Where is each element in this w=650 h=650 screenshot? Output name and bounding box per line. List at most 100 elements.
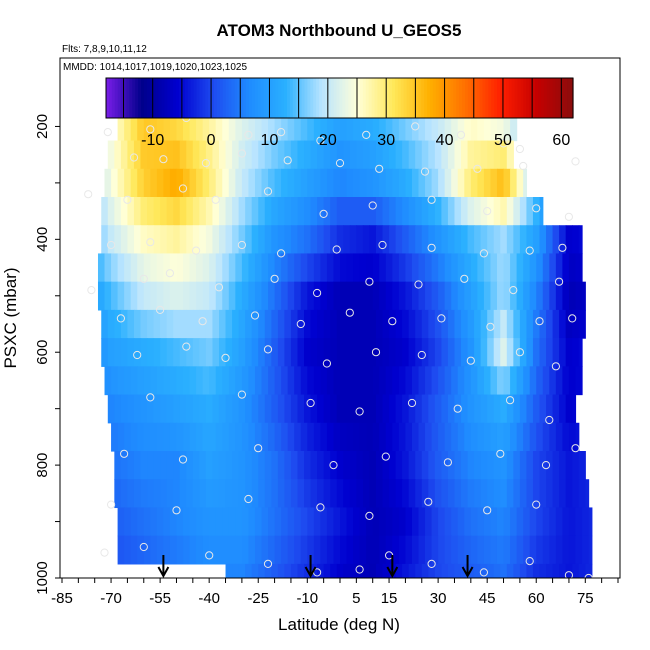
colorbar-segment <box>333 78 338 118</box>
heatmap-cell <box>264 479 272 509</box>
heatmap-cell <box>205 394 214 424</box>
heatmap-cell <box>434 338 442 367</box>
heatmap-cell <box>225 225 233 255</box>
colorbar-segment <box>511 78 516 118</box>
colorbar-segment <box>561 78 565 118</box>
heatmap-cell <box>434 140 442 170</box>
colorbar-segment <box>304 78 308 118</box>
observation-point <box>483 506 492 515</box>
heatmap <box>97 112 593 578</box>
heatmap-cell <box>179 479 187 509</box>
heatmap-cell <box>205 479 214 509</box>
colorbar-segment <box>155 78 160 118</box>
heatmap-cell <box>215 366 223 396</box>
heatmap-cell <box>143 422 151 452</box>
section-arrow <box>386 555 399 579</box>
heatmap-cell <box>277 394 285 424</box>
y-tick-label: 800 <box>34 453 51 478</box>
heatmap-cell <box>192 394 200 424</box>
heatmap-cell <box>340 281 348 311</box>
observation-point <box>479 249 488 258</box>
heatmap-cell <box>359 281 367 311</box>
heatmap-cell <box>156 535 164 565</box>
heatmap-cell <box>225 563 233 578</box>
heatmap-cell <box>562 422 570 452</box>
heatmap-cell <box>451 507 459 537</box>
heatmap-cell <box>585 479 590 509</box>
heatmap-cell <box>189 253 197 283</box>
heatmap-cell <box>379 112 387 142</box>
heatmap-cell <box>277 197 285 226</box>
colorbar-segment <box>193 78 198 118</box>
heatmap-cell <box>431 507 439 537</box>
heatmap-cell <box>114 197 122 226</box>
heatmap-cell <box>379 253 387 283</box>
heatmap-cell <box>405 168 413 198</box>
heatmap-cell <box>392 507 400 537</box>
colorbar-tick-label: 0 <box>207 132 216 149</box>
heatmap-cell <box>464 112 472 142</box>
heatmap-cell <box>209 507 217 537</box>
heatmap-cell <box>212 338 220 367</box>
heatmap-cell <box>176 168 184 198</box>
colorbar-segment <box>558 78 562 118</box>
heatmap-cell <box>578 451 586 480</box>
heatmap-cell <box>503 366 511 396</box>
observation-point <box>486 322 495 331</box>
observation-point <box>198 317 207 326</box>
colorbar-segment <box>301 78 306 118</box>
heatmap-cell <box>398 168 407 198</box>
colorbar-segment <box>552 78 557 118</box>
observation-point <box>172 506 181 515</box>
colorbar-segment <box>351 78 355 118</box>
heatmap-cell <box>111 253 119 283</box>
heatmap-cell <box>516 422 524 452</box>
heatmap-cell <box>264 309 272 339</box>
observation-point <box>329 461 338 470</box>
heatmap-cell <box>241 535 250 565</box>
observation-point <box>270 274 279 283</box>
observation-point <box>362 130 371 139</box>
heatmap-cell <box>241 422 250 452</box>
section-arrow <box>157 555 170 579</box>
heatmap-cell <box>343 309 351 339</box>
heatmap-cell <box>297 225 305 255</box>
heatmap-cell <box>549 535 557 565</box>
colorbar-border <box>105 77 574 119</box>
heatmap-cell <box>196 281 204 311</box>
heatmap-cell <box>173 479 181 509</box>
heatmap-cell <box>395 394 403 424</box>
heatmap-cell <box>408 338 416 367</box>
heatmap-cell <box>133 309 142 339</box>
x-tick-label: -70 <box>100 590 122 607</box>
heatmap-cell <box>447 338 456 367</box>
heatmap-cell <box>153 479 161 509</box>
heatmap-cell <box>464 168 472 198</box>
heatmap-cell <box>268 253 276 283</box>
heatmap-cell <box>405 281 413 311</box>
heatmap-cell <box>104 168 112 198</box>
heatmap-cell <box>441 451 449 480</box>
heatmap-cell <box>163 112 171 142</box>
heatmap-cell <box>254 422 263 452</box>
heatmap-cell <box>160 225 168 255</box>
heatmap-cell <box>150 168 158 198</box>
heatmap-cell <box>425 253 433 283</box>
heatmap-cell <box>124 253 132 283</box>
heatmap-cell <box>444 366 452 396</box>
observation-point <box>555 277 564 286</box>
colorbar-segment <box>400 78 405 118</box>
heatmap-cell <box>421 225 429 255</box>
colorbar-segment <box>286 78 291 118</box>
heatmap-cell <box>114 338 122 367</box>
colorbar-segment <box>476 78 481 118</box>
heatmap-cell <box>349 563 357 578</box>
heatmap-cell <box>588 507 593 537</box>
observation-point <box>332 245 341 254</box>
heatmap-cell <box>470 366 478 396</box>
heatmap-cell <box>552 563 560 578</box>
heatmap-cell <box>199 197 207 226</box>
heatmap-cell <box>372 168 380 198</box>
heatmap-cell <box>150 366 158 396</box>
heatmap-cell <box>114 225 122 255</box>
